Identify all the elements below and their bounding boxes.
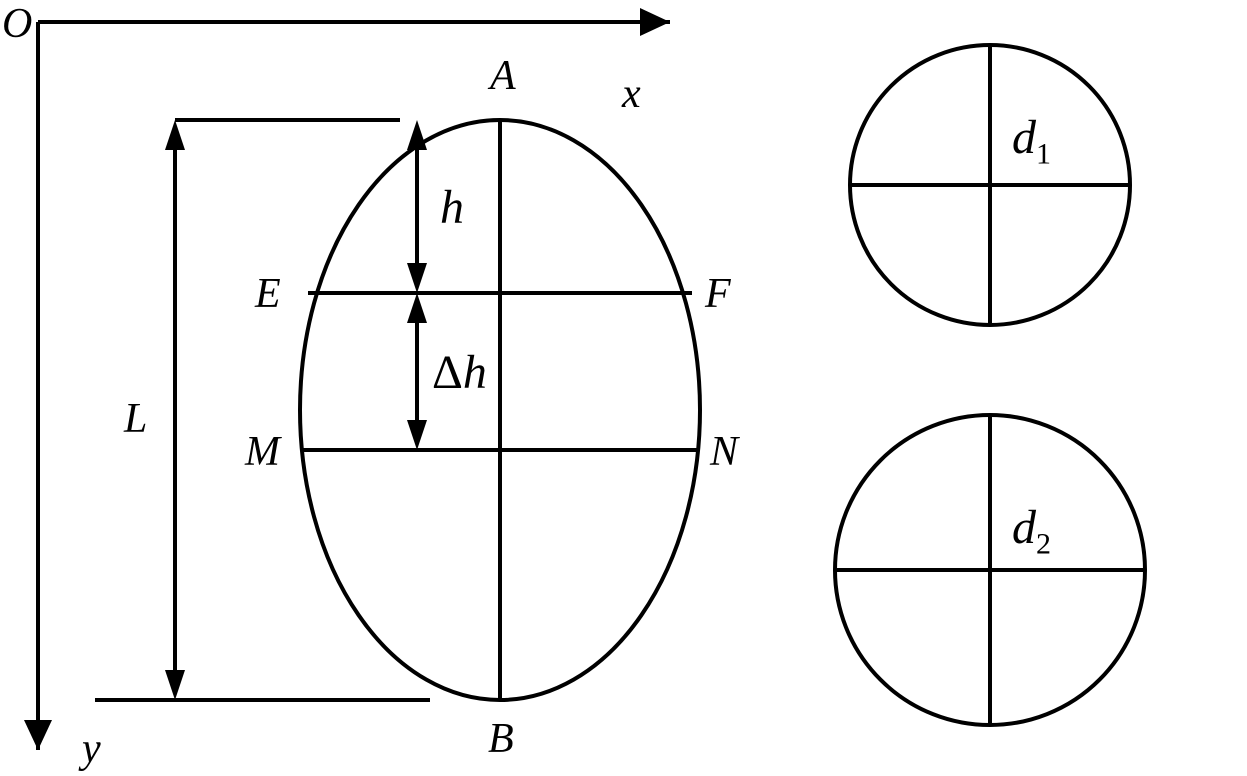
label-O: O (2, 0, 32, 48)
label-A: A (490, 52, 516, 100)
label-d2-sub: 2 (1036, 528, 1051, 561)
L-arrow-top (165, 120, 185, 150)
label-L: L (124, 395, 147, 443)
label-dh-h: h (463, 346, 487, 399)
x-axis-arrow (640, 8, 670, 36)
L-arrow-bottom (165, 670, 185, 700)
label-M: M (245, 428, 280, 476)
h-arrow-bottom (407, 263, 427, 293)
label-x: x (622, 70, 641, 118)
label-N: N (710, 428, 738, 476)
dh-arrow-top (407, 293, 427, 323)
label-B: B (488, 715, 514, 763)
label-E: E (255, 270, 281, 318)
label-d1-d: d (1012, 111, 1036, 164)
y-axis-arrow (24, 720, 52, 750)
label-d2-d: d (1012, 501, 1036, 554)
dh-arrow-bottom (407, 420, 427, 450)
label-F: F (705, 270, 731, 318)
label-h: h (440, 180, 464, 235)
label-dh: Δh (432, 345, 487, 400)
label-d1: d1 (1012, 110, 1051, 172)
label-d2: d2 (1012, 500, 1051, 562)
h-arrow-top (407, 120, 427, 150)
label-d1-sub: 1 (1036, 138, 1051, 171)
label-dh-delta: Δ (432, 346, 463, 399)
label-y: y (82, 725, 101, 773)
